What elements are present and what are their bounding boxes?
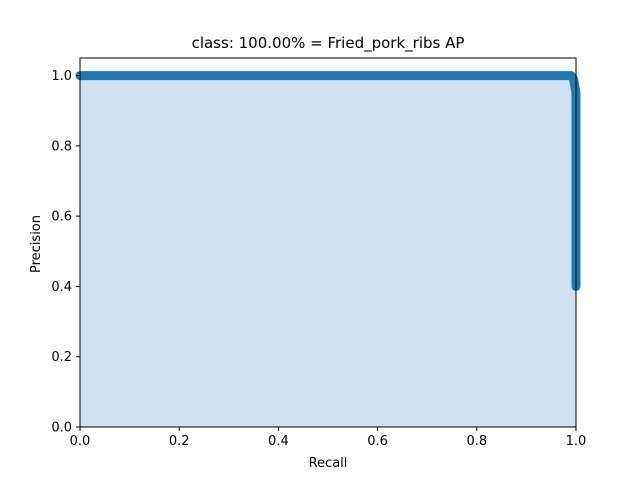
x-tick-label: 0.4 [268, 434, 289, 449]
x-axis-label: Recall [309, 456, 348, 471]
y-tick-label: 0.2 [51, 350, 72, 365]
pr-area-fill [80, 75, 576, 428]
y-tick-label: 0.0 [51, 421, 72, 436]
x-tick-label: 0.2 [169, 434, 190, 449]
y-tick-label: 0.4 [51, 280, 72, 295]
plot-area: 0.0 0.2 0.4 0.6 0.8 1.0 0.0 0.2 0.4 0.6 0.8 1.0 [51, 57, 587, 449]
chart-title: class: 100.00% = Fried_pork_ribs AP [192, 34, 465, 53]
axes-frame [79, 57, 577, 428]
x-tick-label: 0.0 [70, 434, 91, 449]
y-tick-label: 0.8 [51, 139, 72, 154]
x-tick-label: 1.0 [566, 434, 587, 449]
x-tick-label: 0.6 [367, 434, 388, 449]
y-tick-label: 1.0 [51, 69, 72, 84]
x-tick-label: 0.8 [466, 434, 487, 449]
y-tick-label: 0.6 [51, 210, 72, 225]
y-axis-label: Precision [29, 215, 44, 273]
